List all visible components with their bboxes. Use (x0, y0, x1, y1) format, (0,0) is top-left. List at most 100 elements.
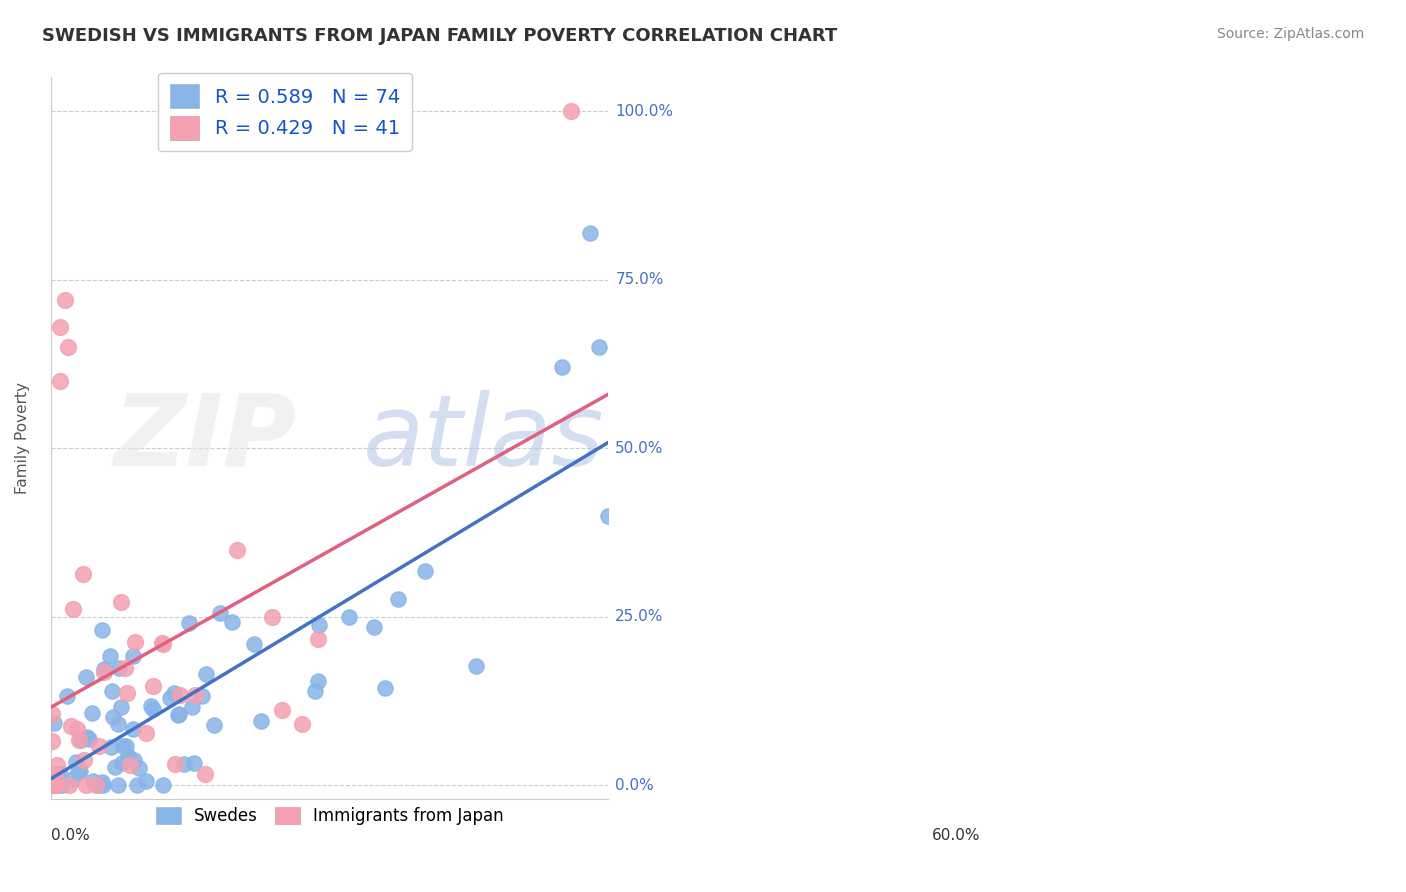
Point (90, 623, 112, 637)
Point (56, 340, 79, 354)
Point (76, 731, 98, 745)
Point (66, 764, 89, 779)
Point (62, 772, 84, 786)
Point (128, 761, 150, 775)
Point (84, 778, 107, 792)
Point (110, 595, 132, 609)
Point (307, 632, 329, 646)
Point (142, 679, 165, 693)
Point (51, 778, 73, 792)
Point (413, 564, 436, 578)
Point (49, 374, 72, 388)
Text: 0.0%: 0.0% (616, 778, 654, 793)
Legend: Swedes, Immigrants from Japan: Swedes, Immigrants from Japan (148, 799, 512, 834)
Point (551, 360, 574, 375)
Point (194, 667, 217, 681)
Point (242, 637, 264, 651)
Point (93, 663, 115, 677)
Point (337, 610, 360, 624)
Point (152, 637, 174, 651)
Point (45, 758, 67, 772)
Point (169, 688, 191, 702)
Point (184, 688, 207, 702)
Point (225, 543, 247, 558)
Point (194, 766, 217, 780)
Point (75, 778, 97, 792)
Point (173, 757, 195, 772)
Point (107, 717, 129, 731)
Point (48, 778, 70, 792)
Y-axis label: Family Poverty: Family Poverty (15, 382, 30, 494)
Point (101, 709, 124, 723)
Point (53, 293, 76, 307)
Point (45, 778, 67, 792)
Point (48, 766, 70, 780)
Point (190, 689, 212, 703)
Point (122, 753, 145, 767)
Point (80, 706, 103, 721)
Point (41, 778, 63, 792)
Point (307, 674, 329, 689)
Point (124, 634, 146, 648)
Point (58, 778, 80, 792)
Point (93, 665, 115, 680)
Point (578, 226, 600, 240)
Text: 0.0%: 0.0% (51, 828, 90, 843)
Text: 60.0%: 60.0% (932, 828, 980, 843)
Point (66, 722, 89, 736)
Point (163, 686, 186, 700)
Text: 25.0%: 25.0% (616, 609, 664, 624)
Point (150, 636, 173, 650)
Point (59, 719, 82, 733)
Point (167, 706, 190, 721)
Point (120, 758, 142, 772)
Point (67, 733, 90, 747)
Point (42, 778, 65, 792)
Point (72, 566, 94, 581)
Point (69, 764, 91, 778)
Point (91, 778, 114, 792)
Point (89, 739, 111, 754)
Point (69, 733, 91, 747)
Point (465, 659, 488, 673)
Point (73, 753, 96, 767)
Point (250, 714, 273, 729)
Text: Source: ZipAtlas.com: Source: ZipAtlas.com (1216, 27, 1364, 41)
Point (363, 620, 385, 634)
Point (208, 606, 231, 620)
Point (114, 661, 136, 675)
Point (142, 701, 165, 715)
Point (135, 726, 157, 740)
Point (159, 690, 181, 705)
Point (165, 756, 187, 771)
Point (308, 618, 330, 632)
Point (82, 773, 104, 788)
Text: SWEDISH VS IMMIGRANTS FROM JAPAN FAMILY POVERTY CORRELATION CHART: SWEDISH VS IMMIGRANTS FROM JAPAN FAMILY … (42, 27, 838, 45)
Text: 50.0%: 50.0% (616, 441, 664, 456)
Point (139, 698, 162, 713)
Point (110, 700, 132, 714)
Point (560, 104, 582, 119)
Point (115, 739, 138, 753)
Point (221, 615, 243, 629)
Point (112, 739, 135, 753)
Point (115, 686, 138, 700)
Point (41, 706, 63, 721)
Point (42, 778, 65, 792)
Point (101, 683, 124, 698)
Point (117, 750, 139, 764)
Point (374, 681, 396, 696)
Text: 100.0%: 100.0% (616, 103, 673, 119)
Point (41, 778, 63, 792)
Point (598, 508, 620, 523)
Point (122, 649, 145, 664)
Point (291, 717, 314, 731)
Point (202, 718, 225, 732)
Point (387, 592, 409, 607)
Point (89, 778, 111, 792)
Point (65, 756, 87, 770)
Point (48, 773, 70, 788)
Point (152, 778, 174, 792)
Point (181, 699, 204, 714)
Point (49, 319, 72, 334)
